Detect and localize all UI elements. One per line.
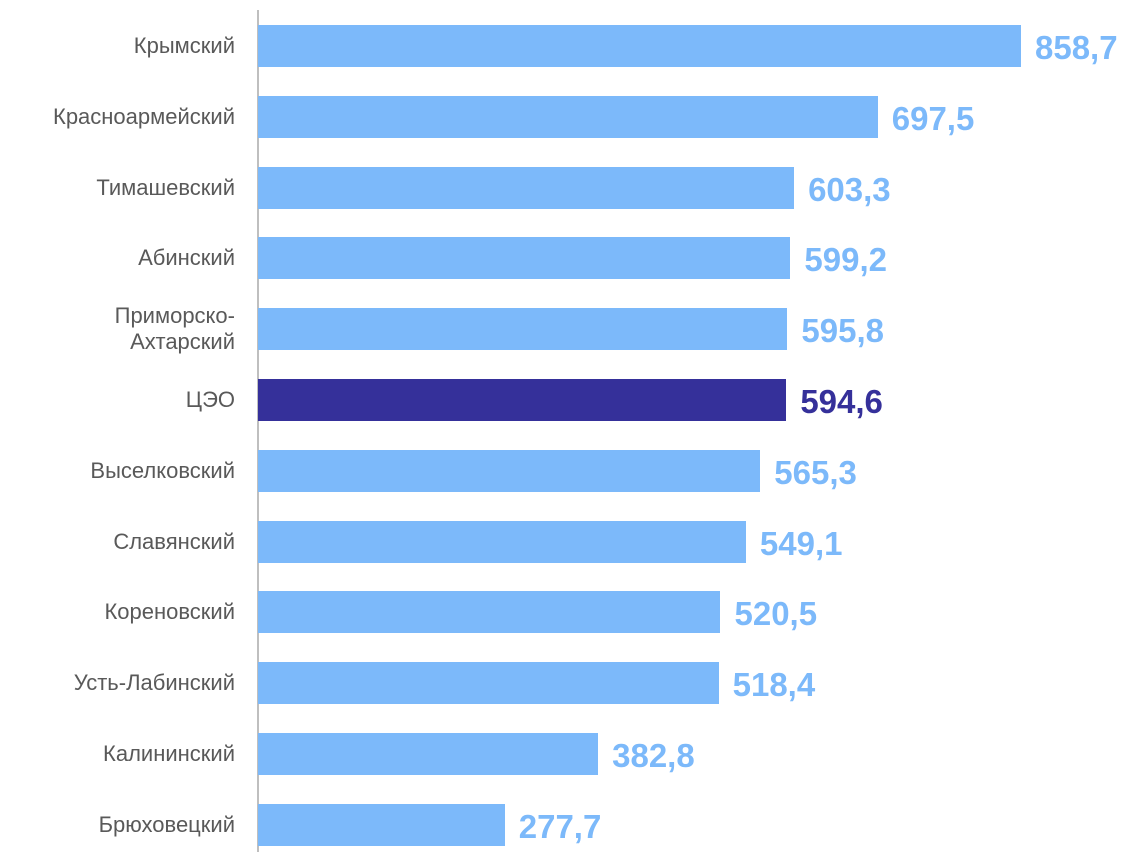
bar (258, 803, 505, 846)
category-label: Абинский (138, 245, 235, 271)
value-label: 858,7 (1035, 28, 1118, 66)
category-label: Усть-Лабинский (73, 670, 235, 696)
bar (258, 591, 721, 634)
value-label: 518,4 (732, 666, 816, 704)
value-label: 697,5 (891, 99, 975, 137)
bar (258, 733, 599, 775)
bar (258, 95, 878, 138)
value-label: 549,1 (759, 524, 843, 562)
value-label: 595,8 (801, 312, 884, 350)
category-label: Брюховецкий (98, 811, 235, 837)
category-label: Приморско- Ахтарский (114, 303, 235, 355)
category-label: Выселковский (90, 457, 235, 483)
value-label: 599,2 (804, 241, 887, 279)
bar (258, 25, 1021, 67)
category-label: Кореновский (104, 599, 235, 625)
value-label: 603,3 (808, 170, 891, 208)
value-label: 277,7 (518, 807, 602, 845)
bar (258, 449, 761, 492)
axis-line (257, 10, 259, 852)
category-label: ЦЭО (185, 387, 235, 412)
category-label: Красноармейский (53, 103, 235, 129)
category-label: Тимашевский (96, 174, 235, 200)
category-label: Крымский (133, 33, 235, 58)
value-label: 594,6 (800, 382, 883, 420)
bar (258, 237, 791, 280)
bar (258, 308, 788, 351)
category-label: Славянский (113, 528, 235, 554)
bar (258, 379, 787, 421)
value-label: 382,8 (612, 736, 695, 774)
value-label: 520,5 (734, 595, 818, 633)
bar (258, 520, 746, 563)
value-label: 565,3 (774, 453, 857, 491)
bar (258, 166, 795, 209)
category-label: Калининский (103, 741, 235, 766)
bar (258, 662, 719, 705)
